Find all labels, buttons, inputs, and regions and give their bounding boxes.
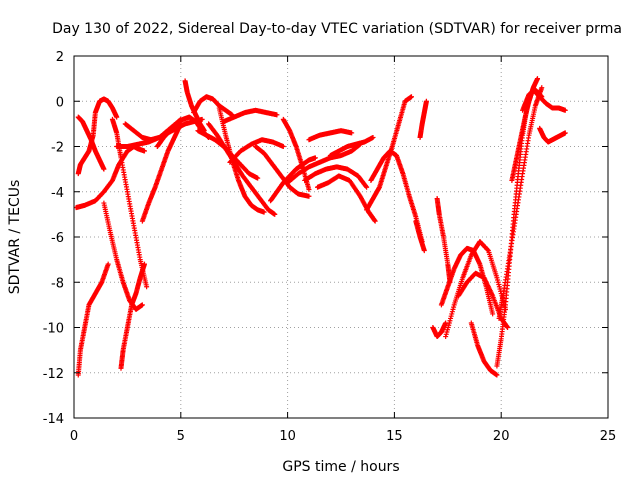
- data-point: [370, 134, 376, 140]
- data-point: [562, 107, 568, 113]
- data-point: [105, 261, 111, 267]
- data-point: [139, 302, 145, 308]
- x-tick-label: 20: [493, 429, 510, 444]
- data-point: [141, 148, 147, 154]
- data-point: [490, 311, 496, 317]
- y-tick-label: -10: [43, 322, 64, 337]
- data-point: [114, 114, 120, 120]
- data-point: [372, 218, 378, 224]
- series-arc-7: [118, 261, 147, 371]
- data-point: [272, 211, 278, 217]
- y-tick-label: 0: [56, 95, 64, 110]
- y-tick-labels: 2 0 -2 -4 -6 -8 -10 -12 -14: [43, 50, 64, 427]
- data-point: [408, 94, 414, 100]
- data-point: [363, 183, 369, 189]
- y-tick-label: -8: [51, 276, 64, 291]
- x-tick-label: 10: [279, 429, 296, 444]
- series-arc-22: [285, 141, 363, 186]
- series-arc-20: [268, 155, 318, 204]
- series-arc-26: [327, 134, 376, 159]
- series-arc-27: [364, 94, 414, 213]
- y-tick-label: 2: [56, 50, 64, 65]
- series-arc-30: [413, 218, 427, 254]
- data-point: [494, 372, 500, 378]
- data-point: [505, 325, 511, 330]
- series-arc-3: [75, 261, 111, 378]
- data-point: [421, 248, 427, 254]
- data-point: [199, 116, 205, 122]
- series-arc-28: [368, 148, 425, 245]
- series-arc-36: [468, 320, 500, 378]
- series-arc-29: [417, 98, 429, 140]
- axis-ticks: [73, 55, 609, 419]
- data-point: [539, 85, 545, 91]
- data-point: [261, 209, 267, 215]
- chart-title: Day 130 of 2022, Sidereal Day-to-day VTE…: [52, 21, 622, 37]
- series-arc-17: [221, 107, 280, 125]
- data-point: [306, 193, 312, 199]
- series-arc-4: [73, 144, 147, 211]
- data-point: [562, 130, 568, 136]
- data-point: [312, 155, 318, 161]
- data-point: [423, 98, 429, 104]
- y-tick-label: -2: [51, 141, 64, 156]
- y-axis-label: SDTVAR / TECUs: [7, 180, 23, 295]
- x-axis-label: GPS time / hours: [282, 459, 399, 475]
- data-point: [349, 130, 355, 136]
- data-point: [101, 166, 107, 172]
- series-arc-41: [520, 87, 545, 113]
- data-point: [141, 261, 147, 267]
- data-point: [485, 247, 491, 253]
- data-point: [274, 112, 280, 118]
- data-point: [144, 284, 150, 290]
- data-point: [535, 76, 541, 82]
- series-arc-16: [216, 105, 267, 215]
- series-arc-13: [191, 94, 235, 118]
- x-tick-label: 25: [600, 429, 617, 444]
- series-arc-18: [227, 137, 286, 165]
- x-tick-label: 0: [70, 429, 78, 444]
- y-tick-label: -4: [51, 186, 64, 201]
- data-point: [255, 175, 261, 181]
- y-tick-label: -14: [43, 412, 64, 427]
- data-point: [539, 94, 545, 100]
- x-tick-label: 5: [177, 429, 185, 444]
- series-arc-23: [302, 164, 370, 190]
- x-tick-labels: 0 5 10 15 20 25: [70, 429, 616, 444]
- series-arc-42: [537, 125, 568, 145]
- y-tick-label: -6: [51, 231, 64, 246]
- series-arc-32: [434, 196, 453, 285]
- series-arc-10: [139, 121, 184, 224]
- data-point: [364, 184, 370, 190]
- x-tick-label: 15: [386, 429, 403, 444]
- series-arc-24: [306, 128, 355, 143]
- y-tick-label: -12: [43, 367, 64, 382]
- data-series: [73, 76, 568, 378]
- series-arc-2: [75, 114, 107, 172]
- series-arc-31: [430, 320, 449, 340]
- data-point: [280, 144, 286, 149]
- series-arc-38: [496, 85, 545, 321]
- data-point: [306, 186, 312, 192]
